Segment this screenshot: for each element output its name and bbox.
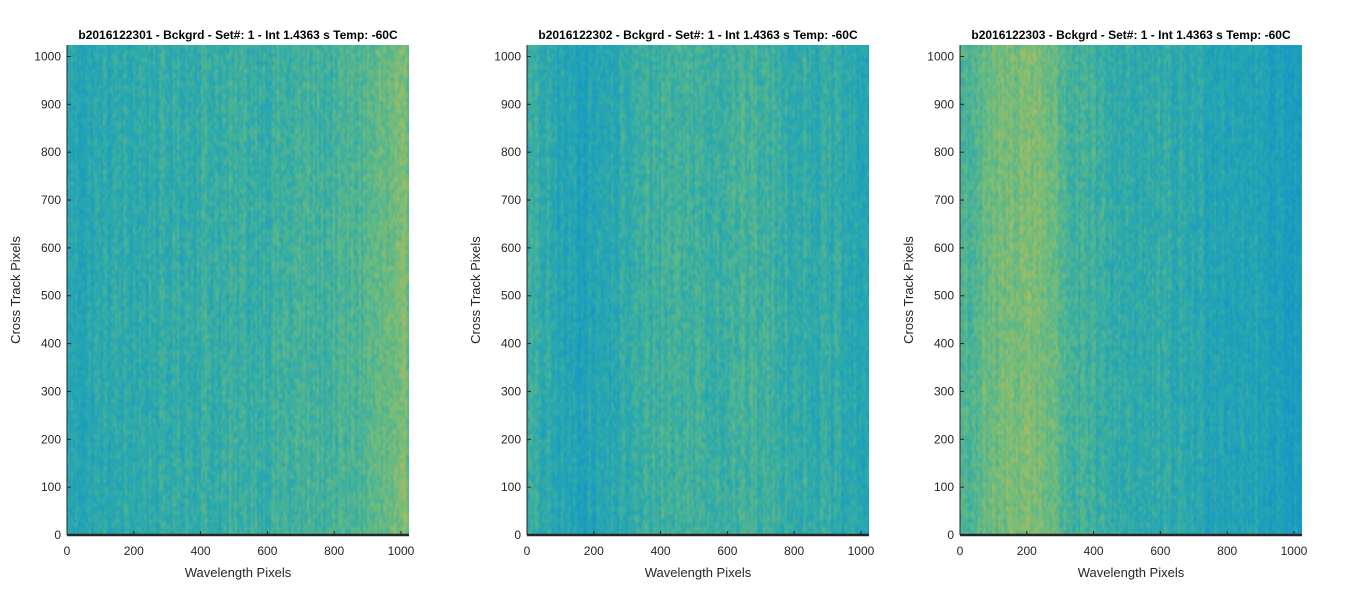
y-tick-label: 300 (501, 384, 521, 398)
y-tick-label: 700 (934, 193, 954, 207)
y-tick-label: 500 (501, 289, 521, 303)
x-tick-label: 1000 (1281, 544, 1308, 558)
x-tick-label: 0 (524, 544, 531, 558)
chart-title: b2016122302 - Bckgrd - Set#: 1 - Int 1.4… (538, 28, 858, 42)
y-tick-label: 0 (514, 528, 521, 542)
chart-panel-2: 0 200 400 600 800 1000 0 100 200 300 400 500 600 700 8… (468, 28, 875, 580)
y-tick-label: 700 (501, 193, 521, 207)
y-tick-label: 900 (501, 97, 521, 111)
y-tick-label: 800 (501, 145, 521, 159)
y-tick-label: 1000 (927, 49, 954, 63)
y-tick-label: 900 (934, 97, 954, 111)
x-axis-label: Wavelength Pixels (185, 565, 292, 580)
y-tick-label: 900 (41, 97, 61, 111)
y-tick-label: 200 (41, 432, 61, 446)
x-tick-label: 200 (1017, 544, 1037, 558)
heatmap-image (960, 45, 1302, 535)
x-tick-label: 400 (191, 544, 211, 558)
y-tick-label: 100 (934, 480, 954, 494)
y-axis-label: Cross Track Pixels (8, 236, 23, 344)
chart-panel-3: 0 200 400 600 800 1000 0 100 200 300 400 500 600 700 8… (901, 28, 1308, 580)
x-tick-label: 1000 (848, 544, 875, 558)
y-tick-label: 800 (41, 145, 61, 159)
heatmap-image (67, 45, 409, 535)
y-tick-label: 400 (934, 337, 954, 351)
x-tick-label: 800 (784, 544, 804, 558)
x-tick-label: 0 (957, 544, 964, 558)
x-tick-label: 400 (651, 544, 671, 558)
y-tick-label: 700 (41, 193, 61, 207)
y-tick-label: 300 (934, 384, 954, 398)
x-tick-label: 0 (64, 544, 71, 558)
x-tick-label: 200 (584, 544, 604, 558)
x-axis-label: Wavelength Pixels (1078, 565, 1185, 580)
y-tick-label: 0 (947, 528, 954, 542)
y-axis-label: Cross Track Pixels (901, 236, 916, 344)
x-axis-label: Wavelength Pixels (645, 565, 752, 580)
x-tick-label: 600 (717, 544, 737, 558)
heatmap-image (527, 45, 869, 535)
y-tick-label: 1000 (494, 49, 521, 63)
chart-panel-1: 0 200 400 600 800 1000 0 100 200 300 400 500 600 700 8… (8, 28, 415, 580)
x-tick-label: 800 (1217, 544, 1237, 558)
y-tick-label: 0 (54, 528, 61, 542)
y-tick-label: 600 (41, 241, 61, 255)
y-tick-label: 200 (501, 432, 521, 446)
y-tick-label: 800 (934, 145, 954, 159)
y-tick-label: 200 (934, 432, 954, 446)
x-tick-label: 600 (257, 544, 277, 558)
chart-title: b2016122301 - Bckgrd - Set#: 1 - Int 1.4… (78, 28, 398, 42)
y-tick-label: 100 (41, 480, 61, 494)
x-tick-label: 600 (1150, 544, 1170, 558)
y-tick-label: 500 (934, 289, 954, 303)
y-tick-label: 1000 (34, 49, 61, 63)
x-tick-label: 200 (124, 544, 144, 558)
y-axis-label: Cross Track Pixels (468, 236, 483, 344)
y-tick-label: 100 (501, 480, 521, 494)
x-tick-label: 800 (324, 544, 344, 558)
y-tick-label: 400 (41, 337, 61, 351)
y-tick-label: 300 (41, 384, 61, 398)
x-tick-label: 1000 (388, 544, 415, 558)
x-tick-label: 400 (1084, 544, 1104, 558)
y-tick-label: 500 (41, 289, 61, 303)
y-tick-label: 400 (501, 337, 521, 351)
chart-title: b2016122303 - Bckgrd - Set#: 1 - Int 1.4… (971, 28, 1291, 42)
y-tick-label: 600 (934, 241, 954, 255)
y-tick-label: 600 (501, 241, 521, 255)
